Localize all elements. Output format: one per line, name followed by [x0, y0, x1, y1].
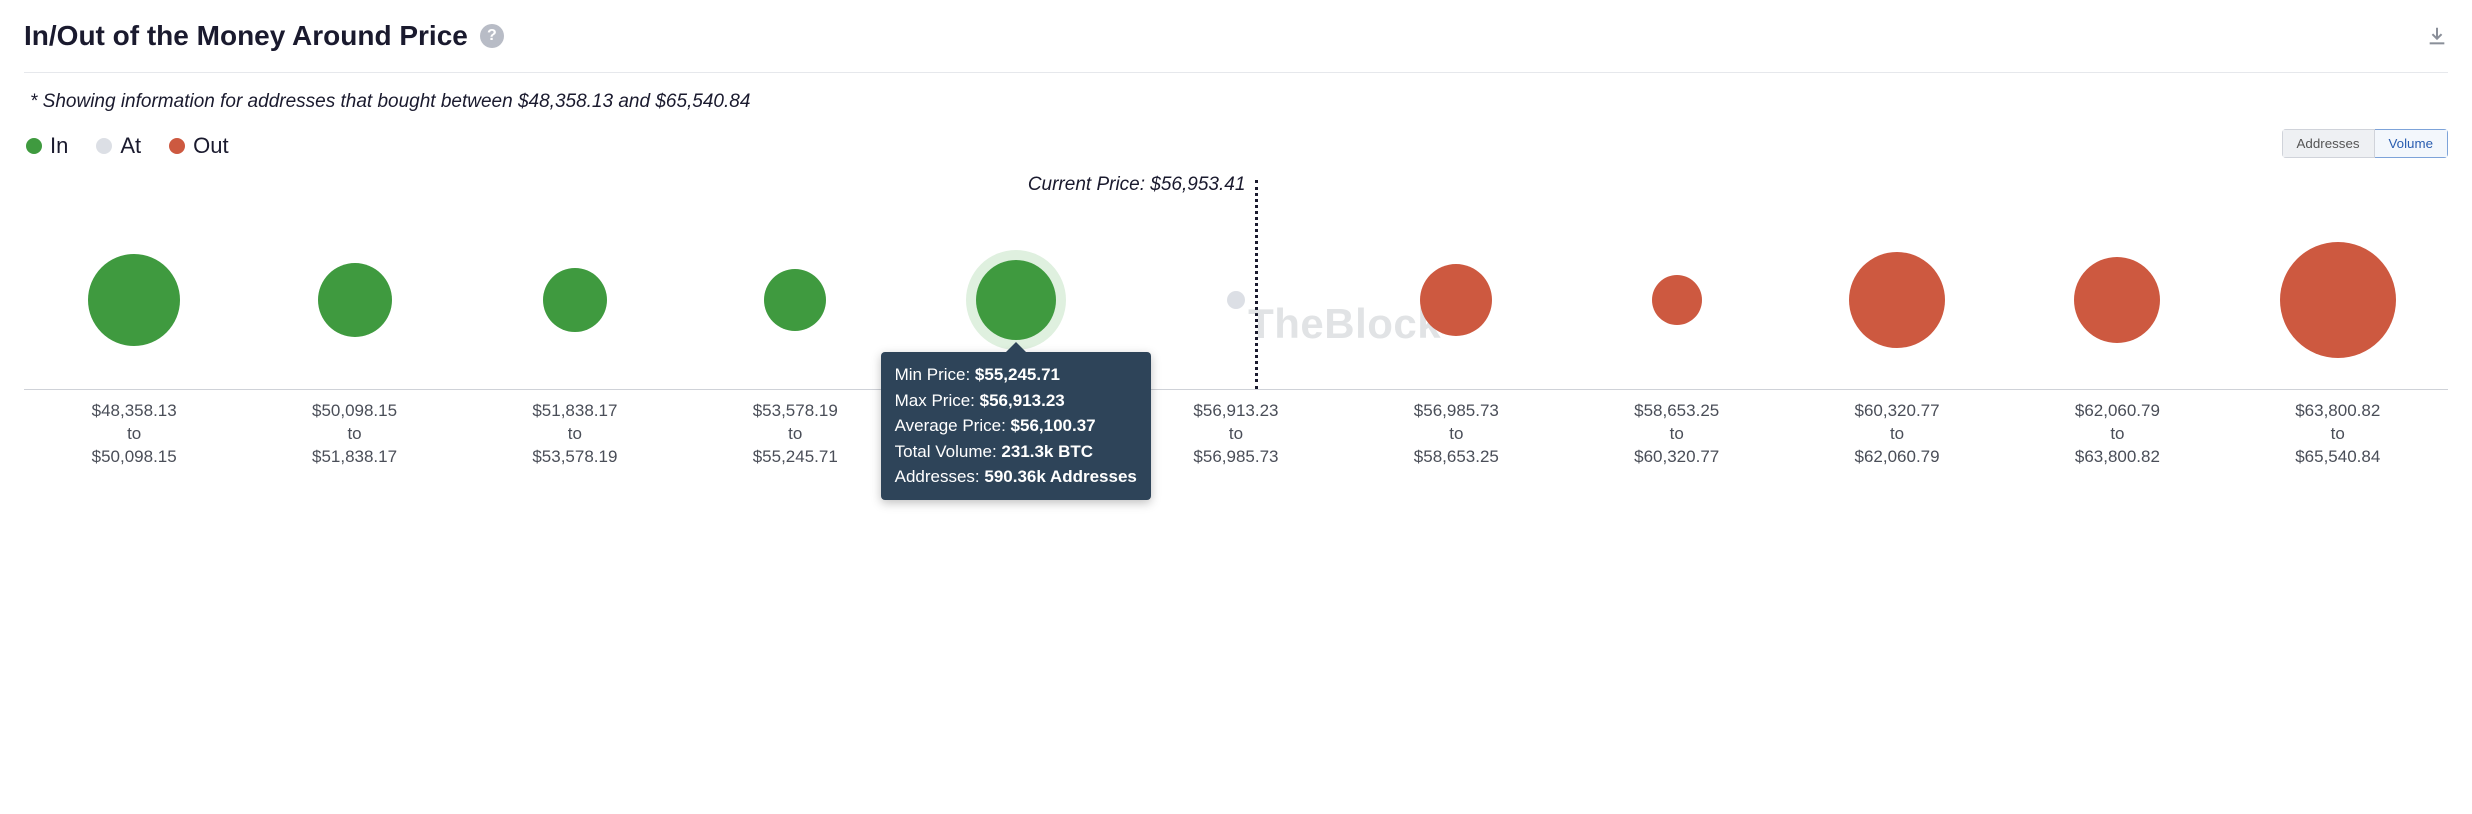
x-axis-label: $48,358.13to$50,098.15: [24, 400, 244, 469]
x-axis-label: $53,578.19to$55,245.71: [685, 400, 905, 469]
toggle-addresses[interactable]: Addresses: [2282, 129, 2375, 158]
title-row: In/Out of the Money Around Price ?: [24, 20, 504, 52]
legend-label-in: In: [50, 133, 68, 159]
bubble-in[interactable]: [764, 269, 826, 331]
tooltip-row: Max Price: $56,913.23: [895, 388, 1137, 414]
bubble-slot[interactable]: [1126, 210, 1346, 389]
download-icon[interactable]: [2426, 25, 2448, 47]
x-axis-label: $63,800.82to$65,540.84: [2228, 400, 2448, 469]
bubble-slot[interactable]: [1567, 210, 1787, 389]
x-axis-label: $50,098.15to$51,838.17: [244, 400, 464, 469]
bubble-out[interactable]: [1849, 252, 1945, 348]
bubble-out[interactable]: [1652, 275, 1702, 325]
bubble-slot[interactable]: [465, 210, 685, 389]
x-axis-label: $56,913.23to$56,985.73: [1126, 400, 1346, 469]
legend-label-out: Out: [193, 133, 228, 159]
bubble-out[interactable]: [2074, 257, 2160, 343]
bubble-out[interactable]: [2280, 242, 2396, 358]
chart-header: In/Out of the Money Around Price ?: [24, 20, 2448, 73]
legend-item-in: In: [26, 133, 68, 159]
bubble-slot[interactable]: [2007, 210, 2227, 389]
bubble-slot[interactable]: [1346, 210, 1566, 389]
x-axis-label: $56,985.73to$58,653.25: [1346, 400, 1566, 469]
toggle-volume[interactable]: Volume: [2375, 129, 2448, 158]
chart-subtitle: * Showing information for addresses that…: [24, 73, 2448, 131]
tooltip: Min Price: $55,245.71Max Price: $56,913.…: [881, 352, 1151, 500]
legend-label-at: At: [120, 133, 141, 159]
legend-dot-out: [169, 138, 185, 154]
chart: Current Price: $56,953.41 TheBlock Min P…: [24, 210, 2448, 469]
view-toggle-group: AddressesVolume: [2282, 129, 2448, 158]
help-icon[interactable]: ?: [480, 24, 504, 48]
view-toggle-row: AddressesVolume: [24, 129, 2448, 158]
tooltip-row: Addresses: 590.36k Addresses: [895, 464, 1137, 490]
legend-item-at: At: [96, 133, 141, 159]
bubble-at[interactable]: [1227, 291, 1245, 309]
bubble-slot[interactable]: [24, 210, 244, 389]
bubble-in[interactable]: [543, 268, 607, 332]
chart-area: Current Price: $56,953.41 TheBlock Min P…: [24, 210, 2448, 390]
bubble-slot[interactable]: [244, 210, 464, 389]
x-axis-label: $62,060.79to$63,800.82: [2007, 400, 2227, 469]
bubble-slot[interactable]: [1787, 210, 2007, 389]
tooltip-row: Min Price: $55,245.71: [895, 362, 1137, 388]
legend-dot-at: [96, 138, 112, 154]
bubble-in[interactable]: [318, 263, 392, 337]
bubble-slot[interactable]: [685, 210, 905, 389]
bubble-in[interactable]: [88, 254, 180, 346]
x-axis-label: $58,653.25to$60,320.77: [1567, 400, 1787, 469]
bubble-slot[interactable]: [2228, 210, 2448, 389]
legend-dot-in: [26, 138, 42, 154]
bubble-row: [24, 210, 2448, 389]
legend-item-out: Out: [169, 133, 228, 159]
x-axis-label: $60,320.77to$62,060.79: [1787, 400, 2007, 469]
tooltip-row: Average Price: $56,100.37: [895, 413, 1137, 439]
current-price-label: Current Price: $56,953.41: [1028, 174, 1256, 196]
tooltip-row: Total Volume: 231.3k BTC: [895, 439, 1137, 465]
bubble-in[interactable]: [976, 260, 1056, 340]
chart-title: In/Out of the Money Around Price: [24, 20, 468, 52]
bubble-out[interactable]: [1420, 264, 1492, 336]
x-axis-labels: $48,358.13to$50,098.15$50,098.15to$51,83…: [24, 400, 2448, 469]
x-axis-label: $51,838.17to$53,578.19: [465, 400, 685, 469]
